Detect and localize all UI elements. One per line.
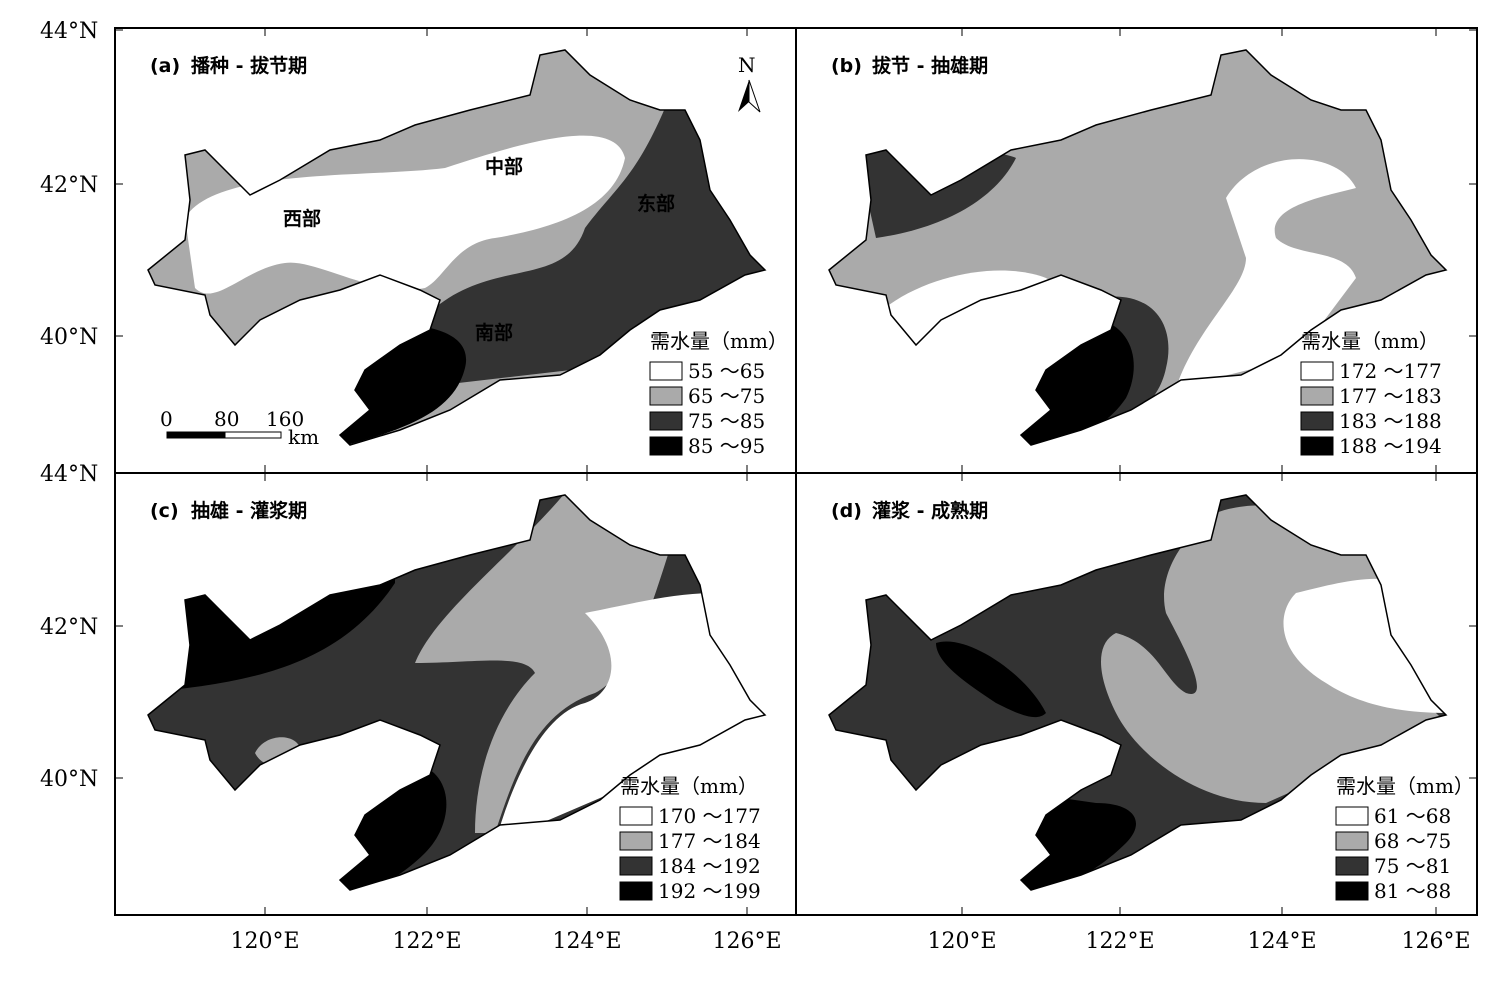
lon-label: 124°E: [1247, 929, 1316, 954]
panel-title: 抽雄 - 灌浆期: [191, 499, 307, 522]
panel-label: (d): [831, 500, 862, 522]
legend-label: 192 ～199: [658, 879, 761, 903]
panel-title: 拔节 - 抽雄期: [872, 54, 988, 77]
legend-label: 61 ～68: [1374, 804, 1451, 828]
legend-label: 55 ～65: [688, 359, 765, 383]
region-label: 东部: [637, 192, 675, 215]
legend-swatch: [1335, 856, 1369, 876]
legend-swatch: [1300, 411, 1334, 431]
panel-label: (c): [150, 500, 179, 522]
panel-title: 灌浆 - 成熟期: [872, 499, 988, 522]
legend-title: 需水量（mm）: [620, 774, 758, 798]
lon-label: 122°E: [1085, 929, 1154, 954]
panel-d-map: [828, 494, 1447, 891]
legend-label: 81 ～88: [1374, 879, 1451, 903]
lon-label: 122°E: [392, 929, 461, 954]
region-label: 南部: [475, 321, 513, 344]
legend-label: 170 ～177: [658, 804, 761, 828]
region-label: 中部: [485, 155, 523, 178]
legend-label: 183 ～188: [1339, 409, 1442, 433]
legend-swatch: [1300, 361, 1334, 381]
legend-swatch: [1300, 436, 1334, 456]
scale-unit: km: [288, 425, 319, 449]
legend-label: 188 ～194: [1339, 434, 1442, 458]
legend-swatch: [649, 411, 683, 431]
scale-tick: 160: [266, 407, 304, 431]
scale-tick: 80: [214, 407, 239, 431]
legend-swatch: [619, 831, 653, 851]
legend-swatch: [619, 881, 653, 901]
legend-label: 75 ～81: [1374, 854, 1451, 878]
lon-label: 126°E: [1401, 929, 1470, 954]
legend-swatch: [649, 386, 683, 406]
lat-label: 44°N: [40, 462, 98, 487]
legend-swatch: [649, 361, 683, 381]
scale-tick: 0: [160, 407, 173, 431]
legend-swatch: [1335, 806, 1369, 826]
lon-label: 126°E: [712, 929, 781, 954]
legend-swatch: [1335, 831, 1369, 851]
legend-swatch: [649, 436, 683, 456]
legend-label: 184 ～192: [658, 854, 761, 878]
scale-bar: 0 80 160 km: [160, 407, 319, 449]
lon-label: 120°E: [927, 929, 996, 954]
legend-label: 177 ～184: [658, 829, 761, 853]
lon-label: 120°E: [230, 929, 299, 954]
legend-label: 75 ～85: [688, 409, 765, 433]
legend-label: 68 ～75: [1374, 829, 1451, 853]
legend-label: 177 ～183: [1339, 384, 1442, 408]
lat-label: 40°N: [40, 767, 98, 792]
lat-label: 42°N: [40, 615, 98, 640]
lat-label: 44°N: [40, 19, 98, 44]
panel-label: (b): [831, 55, 862, 77]
legend-label: 65 ～75: [688, 384, 765, 408]
north-label: N: [738, 53, 756, 77]
north-arrow: N: [738, 53, 761, 113]
legend-swatch: [1335, 881, 1369, 901]
legend-swatch: [619, 806, 653, 826]
legend-title: 需水量（mm）: [1301, 329, 1439, 353]
legend-label: 85 ～95: [688, 434, 765, 458]
legend-swatch: [619, 856, 653, 876]
legend-swatch: [1300, 386, 1334, 406]
region-label: 西部: [283, 207, 321, 230]
panel-title: 播种 - 拔节期: [191, 54, 307, 77]
legend-title: 需水量（mm）: [1336, 774, 1474, 798]
lat-label: 42°N: [40, 173, 98, 198]
lon-label: 124°E: [552, 929, 621, 954]
lat-label: 40°N: [40, 325, 98, 350]
legend-title: 需水量（mm）: [650, 329, 788, 353]
panel-label: (a): [150, 55, 180, 77]
legend-label: 172 ～177: [1339, 359, 1442, 383]
